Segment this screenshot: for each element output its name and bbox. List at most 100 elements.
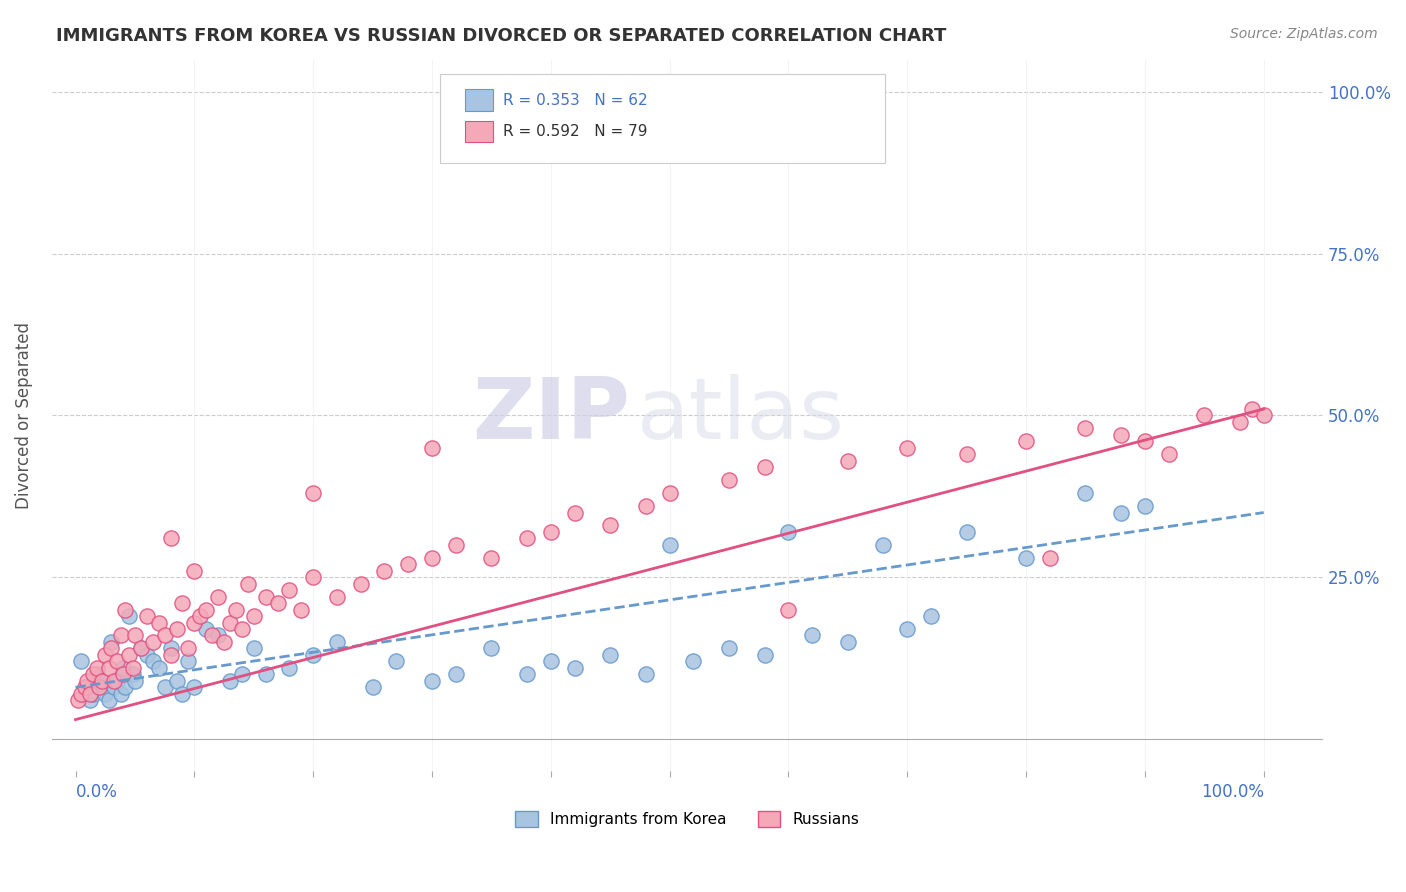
- Point: [76, 680, 98, 694]
- Point: [70, 654, 93, 668]
- Point: [350, 576, 373, 591]
- Point: [118, 609, 141, 624]
- Point: [90, 673, 112, 688]
- Point: [207, 628, 229, 642]
- Text: R = 0.353   N = 62: R = 0.353 N = 62: [503, 93, 648, 108]
- Point: [599, 518, 621, 533]
- Point: [1015, 434, 1038, 449]
- Point: [121, 661, 143, 675]
- Point: [183, 615, 205, 630]
- Point: [956, 447, 979, 461]
- Point: [1253, 409, 1275, 423]
- Point: [90, 680, 112, 694]
- Text: ZIP: ZIP: [472, 374, 630, 457]
- Point: [66, 693, 89, 707]
- Point: [225, 602, 247, 616]
- Point: [201, 628, 224, 642]
- Point: [177, 654, 200, 668]
- Point: [326, 635, 349, 649]
- FancyBboxPatch shape: [440, 74, 884, 163]
- Point: [172, 687, 194, 701]
- Point: [183, 564, 205, 578]
- Point: [153, 628, 176, 642]
- Point: [302, 486, 325, 500]
- Point: [254, 590, 277, 604]
- Point: [896, 622, 918, 636]
- Point: [373, 564, 395, 578]
- Point: [266, 596, 288, 610]
- Point: [420, 550, 443, 565]
- Point: [634, 667, 657, 681]
- Point: [361, 680, 384, 694]
- Point: [242, 609, 264, 624]
- Point: [479, 550, 502, 565]
- Point: [110, 628, 132, 642]
- Point: [420, 441, 443, 455]
- Point: [177, 641, 200, 656]
- Text: R = 0.592   N = 79: R = 0.592 N = 79: [503, 124, 648, 139]
- Point: [302, 648, 325, 662]
- Point: [385, 654, 408, 668]
- Point: [444, 667, 467, 681]
- Point: [1240, 402, 1263, 417]
- Text: 0.0%: 0.0%: [76, 783, 117, 801]
- Point: [1039, 550, 1062, 565]
- Point: [207, 590, 229, 604]
- Point: [142, 654, 165, 668]
- Point: [682, 654, 704, 668]
- Legend: Immigrants from Korea, Russians: Immigrants from Korea, Russians: [508, 804, 868, 835]
- Point: [236, 576, 259, 591]
- Point: [1133, 434, 1156, 449]
- Point: [801, 136, 824, 151]
- Point: [718, 473, 741, 487]
- Point: [103, 673, 125, 688]
- Point: [103, 680, 125, 694]
- Point: [1133, 499, 1156, 513]
- Point: [778, 602, 800, 616]
- Point: [86, 661, 108, 675]
- Point: [254, 667, 277, 681]
- Point: [634, 499, 657, 513]
- Point: [135, 609, 157, 624]
- Point: [166, 622, 188, 636]
- Point: [195, 602, 218, 616]
- Point: [540, 524, 562, 539]
- Point: [1109, 506, 1132, 520]
- Point: [396, 558, 419, 572]
- Text: 100.0%: 100.0%: [1201, 783, 1264, 801]
- Point: [148, 661, 170, 675]
- Point: [231, 622, 253, 636]
- Point: [94, 648, 117, 662]
- Point: [444, 538, 467, 552]
- Point: [290, 602, 312, 616]
- Point: [79, 693, 101, 707]
- Y-axis label: Divorced or Separated: Divorced or Separated: [15, 322, 32, 509]
- Bar: [465, 120, 494, 142]
- Point: [420, 673, 443, 688]
- Point: [658, 486, 681, 500]
- Point: [754, 460, 776, 475]
- Point: [172, 596, 194, 610]
- Point: [86, 667, 108, 681]
- Point: [212, 635, 235, 649]
- Point: [278, 661, 301, 675]
- Text: Source: ZipAtlas.com: Source: ZipAtlas.com: [1230, 27, 1378, 41]
- Point: [1194, 409, 1216, 423]
- Text: atlas: atlas: [637, 374, 845, 457]
- Point: [166, 673, 188, 688]
- Point: [564, 506, 586, 520]
- Point: [114, 680, 136, 694]
- Point: [1157, 447, 1180, 461]
- Point: [219, 673, 242, 688]
- Point: [183, 680, 205, 694]
- Point: [82, 687, 104, 701]
- Point: [837, 635, 859, 649]
- Point: [1074, 421, 1097, 435]
- Point: [778, 524, 800, 539]
- Point: [159, 641, 181, 656]
- Point: [142, 635, 165, 649]
- Point: [195, 622, 218, 636]
- Point: [153, 680, 176, 694]
- Point: [89, 680, 111, 694]
- Point: [754, 648, 776, 662]
